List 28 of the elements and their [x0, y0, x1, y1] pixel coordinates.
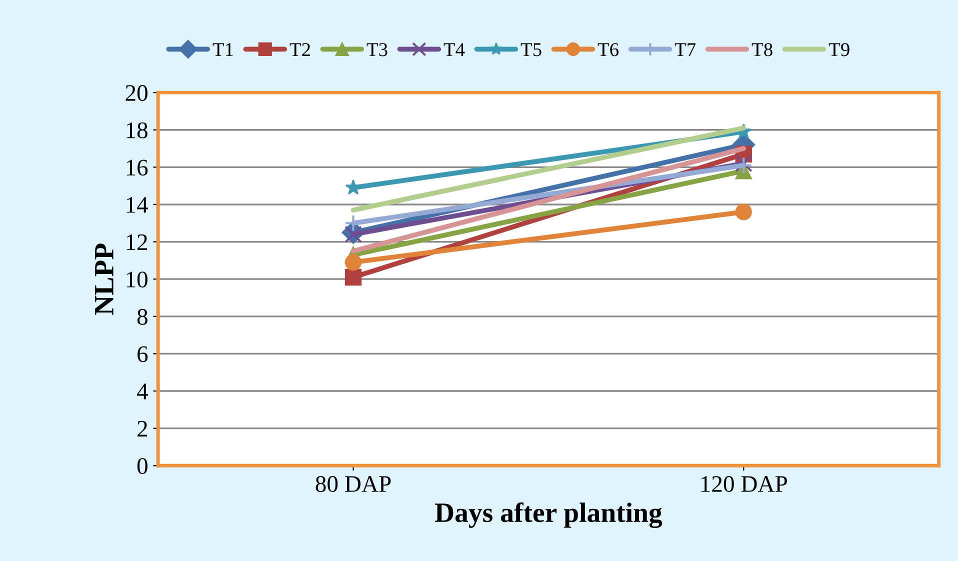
- y-tick-label: 6: [138, 346, 148, 362]
- legend-label: T3: [366, 43, 388, 56]
- point: [735, 204, 752, 220]
- y-tick-label: 10: [126, 272, 148, 288]
- legend-label: T5: [520, 43, 542, 56]
- x-axis-title: Days after planting: [434, 502, 662, 528]
- legend-label: T2: [290, 43, 310, 56]
- legend-label: T7: [674, 43, 696, 56]
- y-tick-label: 8: [137, 308, 148, 325]
- legend-label: T4: [444, 43, 465, 56]
- legend-label: T9: [828, 43, 850, 56]
- y-tick-label: 20: [126, 85, 148, 101]
- x-tick-label: 80 DAP: [316, 476, 391, 492]
- y-tick-label: 14: [126, 197, 148, 213]
- x-tick-label: 120 DAP: [701, 476, 787, 492]
- y-tick-label: 12: [126, 234, 148, 250]
- point: [344, 226, 362, 244]
- y-axis-title: NLPP: [95, 244, 114, 315]
- legend-label: T1: [212, 43, 233, 56]
- legend-label: T6: [598, 43, 619, 56]
- y-tick-label: 18: [126, 122, 148, 138]
- point: [344, 254, 362, 271]
- y-tick-label: 4: [137, 384, 148, 400]
- y-tick-label: 2: [138, 420, 148, 437]
- legend-label: T8: [752, 43, 772, 56]
- point: [344, 268, 362, 286]
- y-tick-label: 16: [126, 160, 148, 176]
- y-tick-label: 0: [137, 458, 148, 474]
